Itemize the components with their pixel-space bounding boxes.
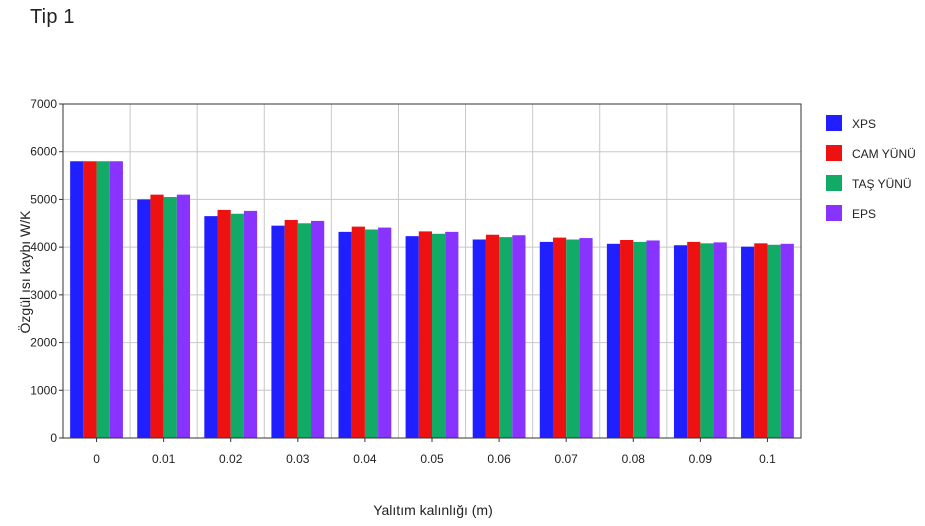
x-tick-label: 0 <box>93 452 100 466</box>
x-tick-label: 0.05 <box>420 452 444 466</box>
bar-eps-0.02 <box>243 210 258 438</box>
legend-swatch <box>826 145 842 161</box>
bar-xps-0.1 <box>741 246 755 438</box>
bar-eps-0.03 <box>311 220 325 438</box>
y-axis-label: Özgül ısı kaybı W/K <box>16 210 33 334</box>
bar-eps-0.04 <box>378 227 392 438</box>
chart-title: Tip 1 <box>30 6 75 28</box>
x-tick-label: 0.04 <box>353 452 377 466</box>
bar-xps-0.02 <box>204 216 218 438</box>
legend-swatch <box>826 115 842 131</box>
bar-xps-0.09 <box>673 245 688 438</box>
y-tick-label: 6000 <box>30 145 57 159</box>
bar-taş-yünü-0.09 <box>700 243 714 438</box>
bar-taş-yünü-0.1 <box>767 244 781 438</box>
bar-eps-0.05 <box>445 231 459 438</box>
bar-eps-0.07 <box>579 238 593 438</box>
bar-taş-yünü-0.06 <box>499 237 513 438</box>
bar-xps-0 <box>70 161 84 438</box>
bar-taş-yünü-0 <box>96 161 110 438</box>
bar-cam-yünü-0.02 <box>217 209 231 438</box>
bar-xps-0.03 <box>271 225 285 438</box>
bar-eps-0.08 <box>646 240 660 438</box>
y-tick-label: 5000 <box>30 192 57 206</box>
bar-taş-yünü-0.01 <box>163 197 177 438</box>
bar-eps-0.1 <box>780 243 794 438</box>
x-tick-label: 0.08 <box>622 452 646 466</box>
legend-label: EPS <box>852 207 876 221</box>
x-tick-label: 0.09 <box>689 452 713 466</box>
x-axis-label: Yalıtım kalınlığı (m) <box>373 502 493 518</box>
bar-xps-0.05 <box>405 236 419 438</box>
legend-label: CAM YÜNÜ <box>852 147 916 161</box>
y-tick-label: 2000 <box>30 336 57 350</box>
y-tick-label: 1000 <box>30 383 57 397</box>
bar-taş-yünü-0.07 <box>566 239 580 438</box>
bar-taş-yünü-0.08 <box>633 241 647 438</box>
y-tick-label: 4000 <box>30 240 57 254</box>
bar-cam-yünü-0.09 <box>687 241 701 438</box>
bar-cam-yünü-0.08 <box>620 239 634 438</box>
plot-frame <box>62 103 802 439</box>
bar-eps-0.01 <box>176 194 191 438</box>
bar-xps-0.08 <box>606 243 621 438</box>
x-tick-label: 0.01 <box>152 452 176 466</box>
bar-cam-yünü-0.07 <box>552 237 567 438</box>
axes: 0 1000 2000 3000 4000 5000 6000 7000 0 0.01 0.02 0.… <box>30 97 802 466</box>
x-tick-label: 0.03 <box>286 452 310 466</box>
bar-cam-yünü-0.06 <box>485 234 500 438</box>
legend-label: TAŞ YÜNÜ <box>852 177 912 191</box>
bar-taş-yünü-0.04 <box>364 229 379 438</box>
x-tick-label: 0.07 <box>555 452 579 466</box>
bar-cam-yünü-0.04 <box>351 226 365 438</box>
bar-cam-yünü-0.05 <box>418 231 432 438</box>
x-tick-label: 0.02 <box>219 452 243 466</box>
y-tick-label: 7000 <box>30 97 57 111</box>
bar-eps-0.06 <box>512 235 526 438</box>
legend-swatch <box>826 175 842 191</box>
bar-xps-0.07 <box>539 241 553 438</box>
legend: XPS CAM YÜNÜ TAŞ YÜNÜ EPS <box>826 115 916 221</box>
bar-cam-yünü-0.03 <box>284 219 298 438</box>
legend-label: XPS <box>852 117 876 131</box>
legend-swatch <box>826 205 842 221</box>
y-tick-label: 3000 <box>30 288 57 302</box>
bar-eps-0 <box>109 161 123 438</box>
bar-eps-0.09 <box>713 242 727 438</box>
bar-taş-yünü-0.02 <box>230 213 244 438</box>
bar-cam-yünü-0.1 <box>754 243 768 438</box>
y-tick-label: 0 <box>50 431 57 445</box>
bar-xps-0.01 <box>137 199 151 438</box>
bar-xps-0.04 <box>338 231 352 438</box>
x-tick-label: 0.06 <box>487 452 511 466</box>
bar-xps-0.06 <box>472 239 486 438</box>
bar-taş-yünü-0.03 <box>297 223 312 438</box>
bar-cam-yünü-0.01 <box>150 194 164 438</box>
bar-cam-yünü-0 <box>83 161 97 438</box>
x-tick-label: 0.1 <box>759 452 776 466</box>
bar-taş-yünü-0.05 <box>432 233 446 438</box>
bars <box>70 161 794 438</box>
